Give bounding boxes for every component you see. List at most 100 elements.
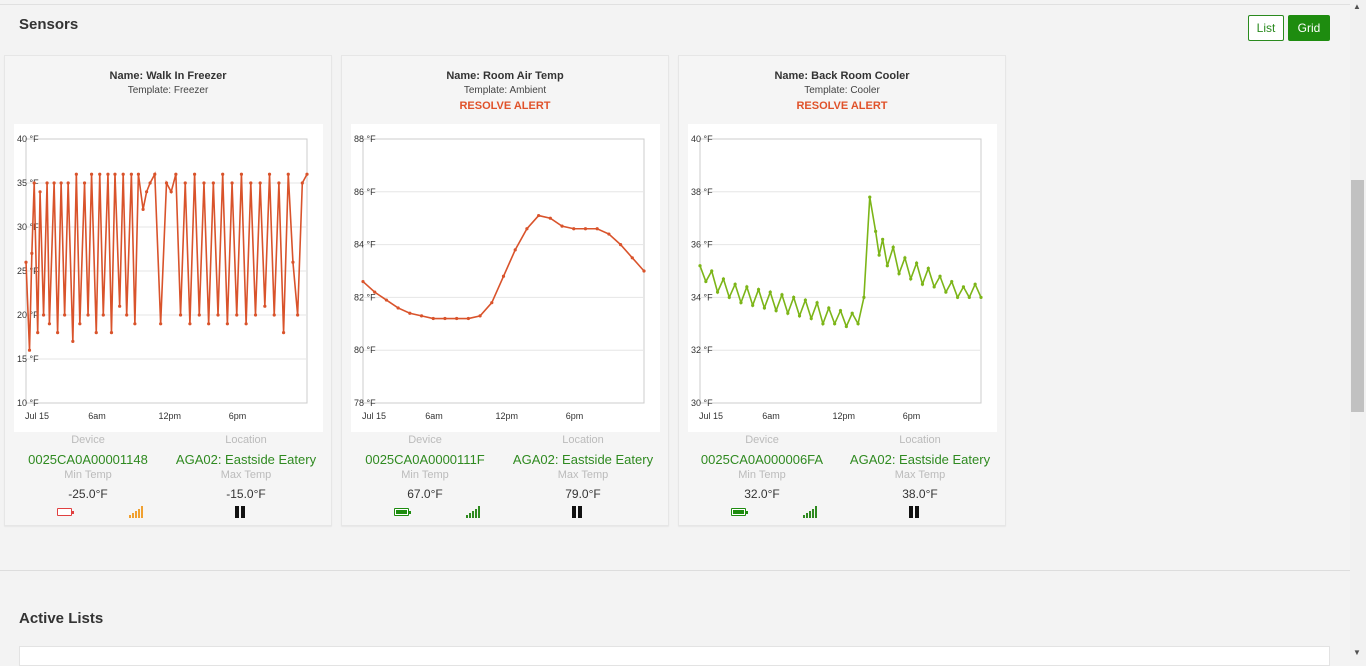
data-point [305,172,309,176]
data-point [296,313,300,317]
data-point [272,313,276,317]
y-tick-label: 80 °F [354,345,376,355]
min-temp-value: 67.0°F [407,487,443,501]
data-point [915,261,919,265]
device-id[interactable]: 0025CA0A0000111F [365,452,485,467]
data-point [202,181,206,185]
data-point [188,322,192,326]
sensor-card[interactable]: Name: Room Air Temp Template: Ambient RE… [341,55,669,526]
resolve-alert-link[interactable]: RESOLVE ALERT [796,100,888,112]
x-tick-label: 12pm [833,411,856,421]
data-point [94,331,98,335]
y-tick-label: 30 °F [17,222,39,232]
data-point [121,172,125,176]
data-point [286,172,290,176]
data-point [174,172,178,176]
data-point [169,190,173,194]
y-tick-label: 84 °F [354,240,376,250]
data-point [756,287,761,292]
battery-icon [394,508,411,516]
data-point [862,295,866,299]
data-point [148,181,152,185]
location-name[interactable]: AGA02: Eastside Eatery [512,452,654,467]
sensor-template: Template: Ambient [463,85,547,96]
x-tick-label: 12pm [159,411,182,421]
data-point [106,172,110,176]
data-point [868,195,872,199]
data-point [63,313,67,317]
data-point [74,172,78,176]
data-point [525,227,529,231]
y-tick-label: 10 °F [17,398,39,408]
data-point [809,316,813,321]
location-name[interactable]: AGA02: Eastside Eatery [849,452,991,467]
pause-icon[interactable] [572,506,584,518]
sensor-template: Template: Freezer [127,85,209,96]
data-point [221,172,225,176]
data-point [961,285,966,289]
sensor-card[interactable]: Name: Back Room Cooler Template: Cooler … [678,55,1006,526]
resolve-alert-link[interactable]: RESOLVE ALERT [459,100,551,112]
device-id[interactable]: 0025CA0A000006FA [700,452,824,467]
data-point [797,314,802,318]
data-point [361,279,365,284]
min-temp-label: Min Temp [401,469,449,481]
data-point [66,181,70,185]
scrollbar-thumb[interactable] [1351,180,1364,412]
y-tick-label: 78 °F [354,398,376,408]
sensor-name: Name: Walk In Freezer [109,70,227,82]
data-point [216,313,220,317]
data-point [125,313,129,317]
data-point [739,301,743,305]
data-point [235,313,239,317]
data-point [408,311,412,315]
data-point [384,298,389,302]
data-point [30,251,34,255]
sensor-card[interactable]: Name: Walk In Freezer Template: Freezer … [4,55,332,526]
data-point [113,172,117,176]
plot-area [699,138,982,404]
data-point [560,224,564,228]
section-divider [0,570,1350,571]
location-label: Location [899,434,941,446]
data-point [710,269,714,273]
y-tick-label: 82 °F [354,292,376,302]
data-point [443,316,447,321]
series-line [362,214,645,320]
data-point [178,313,183,317]
data-point [877,253,881,257]
data-point [950,279,954,284]
data-point [827,306,831,310]
location-name[interactable]: AGA02: Eastside Eatery [175,452,317,467]
data-point [277,181,281,185]
data-point [159,322,163,326]
data-point [803,298,807,302]
data-point [183,181,187,185]
data-point [78,322,82,326]
data-point [36,331,40,335]
grid-view-button[interactable]: Grid [1288,15,1330,41]
y-tick-label: 32 °F [691,345,713,355]
scroll-down-arrow[interactable]: ▼ [1353,648,1361,657]
data-point [56,331,60,335]
active-lists-title: Active Lists [19,610,104,627]
data-point [786,311,790,315]
device-id[interactable]: 0025CA0A00001148 [28,452,148,467]
data-point [153,172,157,176]
data-point [630,256,634,260]
list-view-button[interactable]: List [1248,15,1284,41]
data-point [513,248,517,252]
y-tick-label: 38 °F [691,187,713,197]
data-point [267,172,272,176]
data-point [281,331,286,335]
data-point [109,331,114,335]
pause-icon[interactable] [909,506,921,518]
scroll-up-arrow[interactable]: ▲ [1353,2,1361,11]
y-tick-label: 34 °F [691,292,713,302]
data-point [733,282,737,286]
min-temp-label: Min Temp [738,469,786,481]
max-temp-value: 79.0°F [565,487,601,501]
min-temp-label: Min Temp [64,469,112,481]
pause-icon[interactable] [235,506,247,518]
